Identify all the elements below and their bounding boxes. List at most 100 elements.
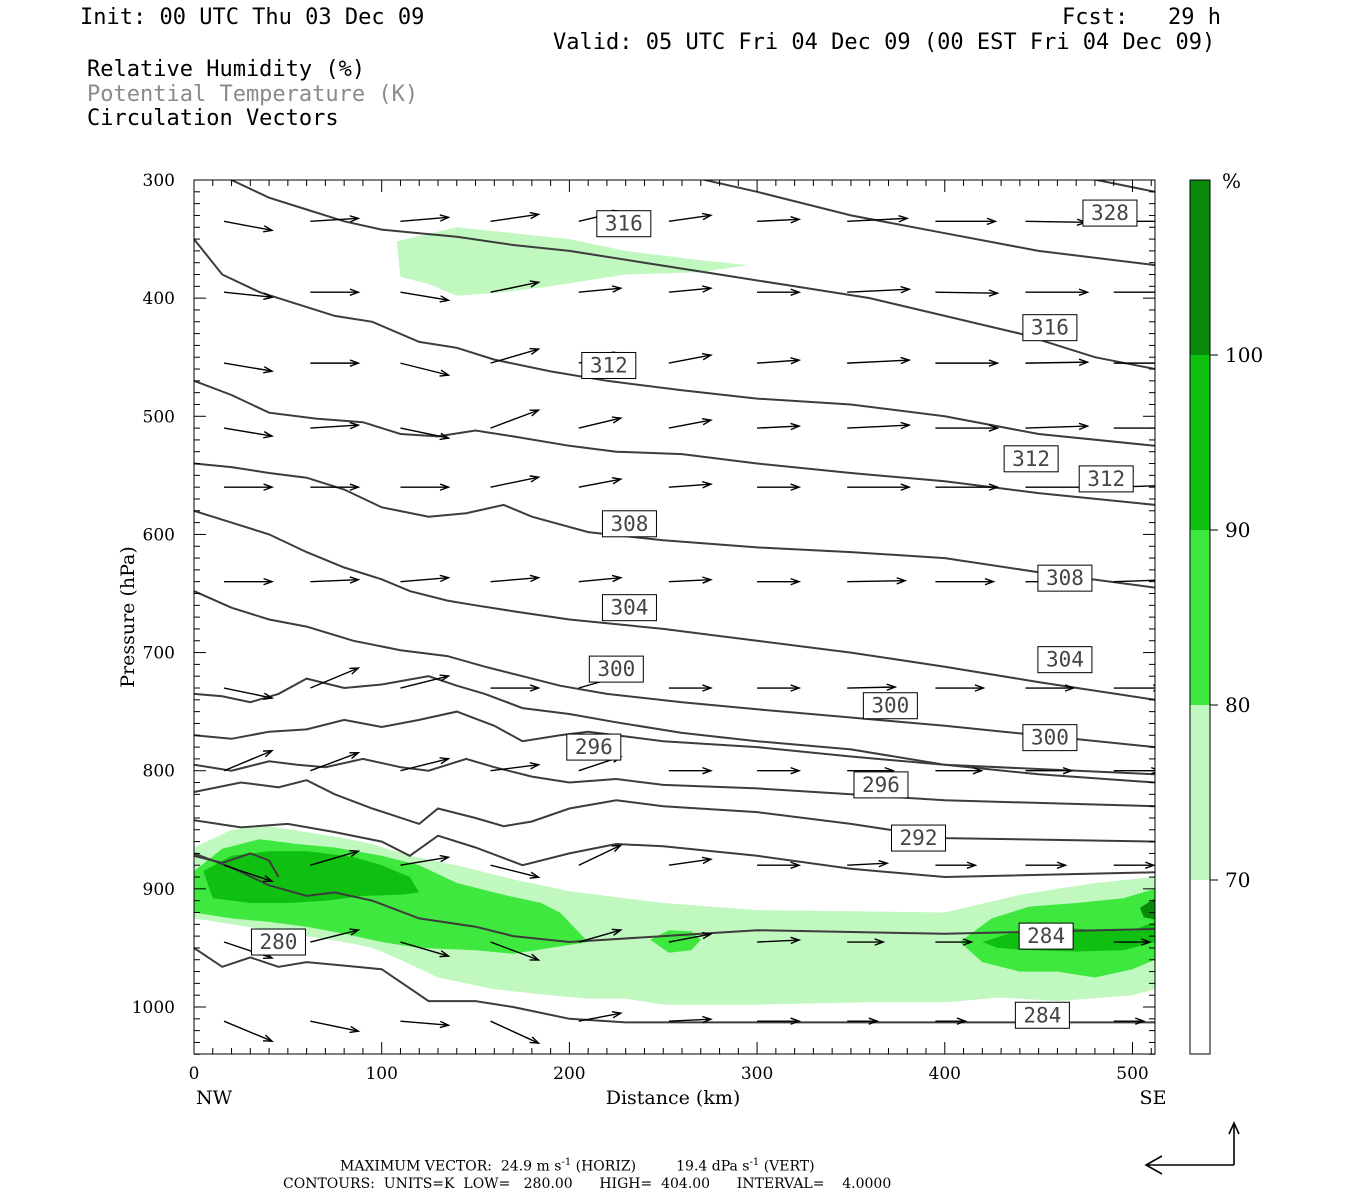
contour-label: 308 (601, 510, 657, 538)
circulation-vector (310, 359, 361, 367)
colorbar-label: 80 (1225, 693, 1250, 717)
circulation-vector (1025, 218, 1088, 226)
contour-info-line: CONTOURS: UNITS=K LOW= 280.00 HIGH= 404.… (283, 1176, 892, 1192)
circulation-vector (490, 574, 541, 583)
circulation-vector (757, 577, 802, 586)
circulation-vector (400, 291, 451, 303)
theta-contour-320 (194, 462, 1155, 589)
circulation-vector (847, 938, 886, 946)
x-tick-label: 200 (553, 1064, 585, 1084)
x-tick-label: 0 (189, 1064, 200, 1084)
circulation-vector (668, 285, 713, 293)
circulation-vector (223, 362, 275, 374)
circulation-vector (224, 483, 275, 491)
rh-100-spot (1140, 898, 1155, 920)
circulation-vector (935, 217, 998, 226)
circulation-vector (310, 928, 361, 943)
circulation-vector (1025, 288, 1090, 296)
contour-label: 316 (596, 210, 652, 238)
colorbar-frame (1189, 179, 1211, 1055)
circulation-vector (1113, 427, 1155, 429)
circulation-vector (847, 356, 912, 365)
theta-contour-304 (194, 710, 1155, 776)
contour-label: 316 (1022, 314, 1078, 342)
circulation-vector (757, 356, 802, 365)
circulation-vector (490, 409, 541, 429)
circulation-vector (668, 212, 713, 223)
field-title-rh: Relative Humidity (%) (87, 57, 366, 82)
circulation-vector (668, 352, 713, 364)
theta-contour-300 (194, 757, 1155, 808)
circulation-vector (400, 674, 451, 689)
circulation-vector (757, 936, 802, 945)
humidity-shading (194, 227, 1155, 1005)
circulation-vector (935, 577, 996, 586)
theta-contour-312 (194, 590, 1155, 749)
circulation-vector (223, 864, 274, 883)
contour-label: 300 (862, 692, 918, 720)
theta-contour-344 (588, 38, 1155, 139)
contour-label: 296 (853, 771, 909, 799)
circulation-vector (490, 280, 541, 293)
circulation-vector (400, 427, 451, 441)
theta-contour-284 (194, 947, 1155, 1024)
y-tick-label: 1000 (132, 998, 175, 1018)
circulation-vector (1025, 684, 1076, 692)
circulation-vector (490, 941, 541, 961)
colorbar-segment (1190, 705, 1210, 880)
svg-text:328: 328 (1091, 201, 1129, 225)
circulation-vector (400, 854, 451, 866)
svg-text:312: 312 (590, 353, 628, 377)
contour-label: 296 (566, 733, 622, 761)
svg-text:296: 296 (862, 773, 900, 797)
contour-label: 280 (250, 928, 306, 956)
y-tick-label: 700 (143, 644, 175, 664)
contour-label: 304 (601, 594, 657, 622)
svg-text:304: 304 (610, 596, 648, 620)
circulation-vector (847, 421, 912, 430)
y-tick-label: 600 (143, 525, 175, 545)
circulation-vector (400, 574, 451, 583)
circulation-vector (400, 362, 451, 377)
rh-70-lower (194, 826, 1155, 1005)
circulation-vector (935, 1017, 968, 1025)
circulation-vector (490, 347, 541, 364)
circulation-vector (490, 864, 541, 879)
circulation-vector (935, 289, 1000, 297)
colorbar-segment (1190, 355, 1210, 530)
circulation-vector (935, 861, 978, 869)
svg-text:296: 296 (575, 735, 613, 759)
x-tick-label: 400 (929, 1064, 961, 1084)
rh-70-upper (396, 227, 748, 296)
circulation-vector (757, 288, 802, 296)
circulation-vector (847, 215, 910, 223)
colorbar-segment (1190, 530, 1210, 705)
circulation-vector (847, 859, 890, 868)
reference-vector-icon (1144, 1121, 1240, 1175)
circulation-vector (1113, 579, 1155, 583)
x-tick-label: 500 (1116, 1064, 1148, 1084)
circulation-vector (1025, 483, 1090, 491)
svg-text:300: 300 (1031, 726, 1069, 750)
circulation-vector (224, 577, 275, 586)
x-axis-title: Distance (km) (606, 1087, 741, 1109)
circulation-vector (310, 483, 361, 491)
theta-contour-308 (194, 675, 1155, 784)
svg-text:280: 280 (259, 930, 297, 954)
circulation-vector (223, 1020, 274, 1042)
theta-contour-328 (194, 238, 1155, 447)
contour-label: 300 (588, 655, 644, 683)
y-tick-label: 900 (143, 880, 175, 900)
svg-text:304: 304 (1046, 648, 1084, 672)
circulation-vector (400, 214, 451, 223)
svg-text:308: 308 (610, 512, 648, 536)
contour-label: 284 (1018, 922, 1074, 950)
contour-label: 292 (891, 824, 947, 852)
circulation-vector (490, 762, 541, 772)
circulation-vector (847, 285, 912, 294)
circulation-vector (578, 285, 623, 293)
field-title-vectors: Circulation Vectors (87, 106, 339, 131)
svg-text:284: 284 (1027, 924, 1065, 948)
circulation-vector (400, 1020, 451, 1029)
